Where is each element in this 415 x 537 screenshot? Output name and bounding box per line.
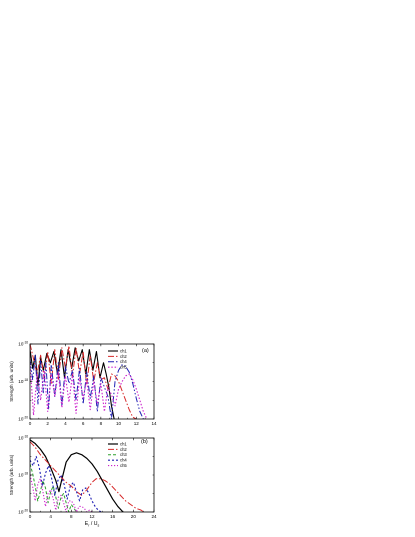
panel-b-series-ch1: [30, 439, 124, 512]
panel-a-legend-label-ch5: ch5: [120, 365, 127, 370]
panel-b-label: (b): [141, 439, 148, 445]
panel-b-legend-label-ch4: ch4: [120, 458, 127, 463]
panel-b-x-tick-label: 4: [49, 514, 52, 519]
panel-b-ticks: 0 4 8 12 16 20 24 10-16 10-18 10-20: [18, 435, 157, 519]
panel-b-legend-label-ch3: ch3: [120, 452, 127, 457]
panel-a-y-axis-label: Strength (arb. units): [9, 361, 14, 402]
panel-a-legend-label-ch4: ch4: [120, 359, 127, 364]
panel-a-y-tick-label: 10-20: [18, 416, 28, 422]
panel-a-ticks: 0 2 4 6 8 10 12 14 10-16 10-18 10-20: [18, 341, 157, 426]
panel-b-series-ch5: [30, 474, 93, 512]
panel-b-y-tick-label: 10-18: [18, 472, 28, 478]
panel-a-x-tick-label: 8: [100, 421, 103, 426]
panel-b-curves: [30, 439, 144, 512]
xlabel-sub-s: s: [97, 524, 99, 528]
xlabel-main: E: [85, 521, 89, 527]
panel-b-x-tick-label: 16: [110, 514, 116, 519]
panel-b-series-ch4: [30, 455, 102, 512]
panel-a-series-ch4: [30, 354, 144, 419]
panel-b-x-tick-label: 0: [29, 514, 32, 519]
panel-a-legend-label-ch2: ch2: [120, 354, 127, 359]
panel-b-y-axis-label: Strength (arb. units): [9, 454, 14, 495]
panel-a-x-tick-label: 12: [134, 421, 140, 426]
panel-b-legend-label-ch5: ch5: [120, 463, 127, 468]
panel-a-y-tick-label: 10-16: [18, 341, 28, 347]
panel-b-legend-label-ch1: ch1: [120, 441, 127, 446]
panel-a: 0 2 4 6 8 10 12 14 10-16 10-18 10-20 Strength (arb…: [9, 341, 157, 426]
panel-b-x-tick-label: 12: [89, 514, 95, 519]
panel-a-label: (a): [142, 348, 149, 354]
panel-a-x-tick-label: 4: [64, 421, 67, 426]
panel-a-y-tick-label: 10-18: [18, 378, 28, 384]
panel-a-x-tick-label: 2: [46, 421, 49, 426]
xlabel-mid: / U: [89, 521, 97, 527]
panel-b-x-axis-label: Er / Us: [85, 521, 100, 528]
panel-b-x-tick-label: 24: [151, 514, 157, 519]
panel-b-series-ch3: [30, 463, 77, 512]
panel-a-series-ch1: [30, 347, 115, 419]
panel-a-x-tick-label: 0: [29, 421, 32, 426]
panel-a-x-tick-label: 10: [116, 421, 122, 426]
panel-a-legend-label-ch1: ch1: [120, 348, 127, 353]
panel-a-x-tick-label: 14: [151, 421, 157, 426]
panel-b-legend-label-ch2: ch2: [120, 447, 127, 452]
panel-b-y-tick-label: 10-20: [18, 509, 28, 515]
panel-b: 0 4 8 12 16 20 24 10-16 10-18 10-20 Strength (arb…: [9, 435, 157, 528]
panel-b-x-tick-label: 8: [70, 514, 73, 519]
xlabel-sub-r: r: [88, 524, 90, 528]
panel-a-curves: [30, 344, 148, 419]
panel-b-x-tick-label: 20: [131, 514, 137, 519]
panel-b-y-tick-label: 10-16: [18, 435, 28, 441]
panel-a-x-tick-label: 6: [82, 421, 85, 426]
